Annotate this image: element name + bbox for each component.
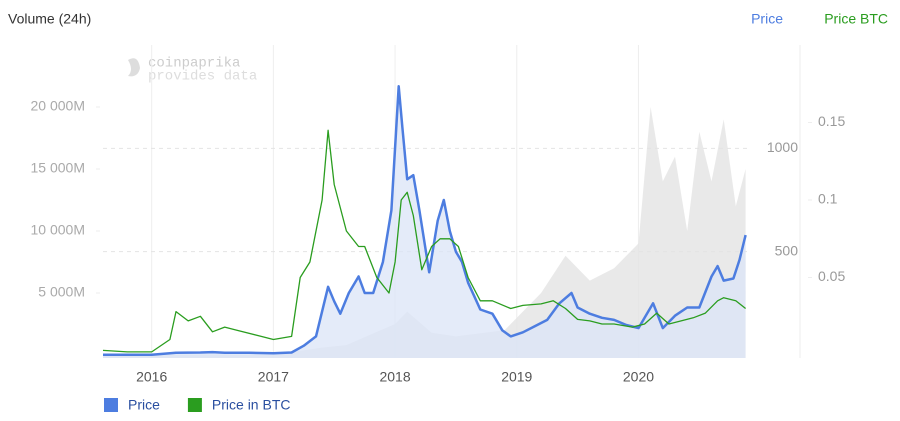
legend-label: Price in BTC [212, 397, 291, 413]
y-tick-label: 20 000M [31, 98, 85, 114]
series-line [102, 129, 747, 353]
y-tick-label: 10 000M [31, 222, 85, 238]
x-tick-label: 2016 [136, 369, 167, 385]
y2-tick-label: 500 [775, 242, 799, 258]
y3-tick-label: 0.1 [818, 191, 838, 207]
watermark-text: coinpaprika [148, 56, 240, 72]
watermark: coinpaprika provides data [128, 56, 257, 85]
watermark-text: provides data [148, 69, 257, 85]
y-tick-label: 5 000M [38, 284, 85, 300]
series-line [103, 85, 747, 357]
legend-label: Price [128, 397, 160, 413]
x-tick-label: 2017 [258, 369, 289, 385]
price-axis-title: Price [751, 11, 783, 27]
y-tick-label: 15 000M [31, 160, 85, 176]
y2-tick-label: 1000 [767, 139, 798, 155]
volume-area [103, 107, 746, 358]
btc-axis-title: Price BTC [824, 11, 888, 27]
x-tick-label: 2019 [501, 369, 532, 385]
x-tick-label: 2020 [623, 369, 654, 385]
legend-swatch [187, 398, 202, 412]
y3-tick-label: 0.15 [818, 113, 845, 129]
legend-swatch [104, 398, 118, 412]
y3-tick-label: 0.05 [818, 268, 845, 284]
x-tick-label: 2018 [379, 369, 410, 385]
price-area [103, 86, 746, 359]
watermark-logo [128, 58, 140, 77]
volume-axis-title: Volume (24h) [8, 11, 91, 27]
